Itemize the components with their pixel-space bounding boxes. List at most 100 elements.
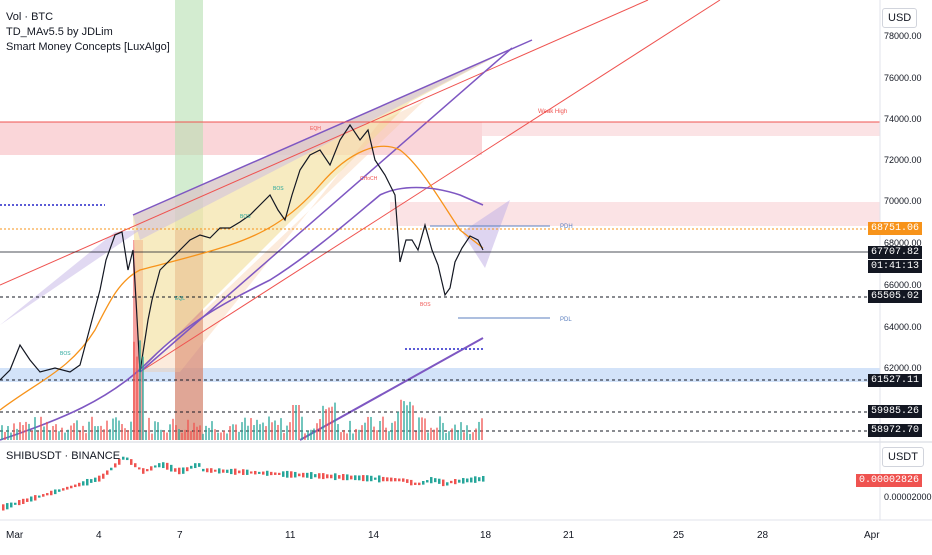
sub-candle: [166, 462, 169, 470]
legend-volume[interactable]: Vol · BTC: [6, 11, 54, 23]
sub-candle: [258, 471, 261, 474]
volume-bar: [208, 427, 210, 440]
sub-candle: [482, 475, 485, 482]
date-tick: 18: [480, 530, 492, 541]
sub-candle: [74, 484, 77, 488]
sub-candle: [446, 482, 449, 486]
sub-candle: [106, 470, 109, 475]
volume-bar: [142, 356, 144, 440]
pdh-label: PDH: [560, 224, 573, 230]
sub-candle: [270, 471, 273, 476]
bos-label-4: BOS: [420, 302, 431, 308]
bos-label-1: BOS: [60, 351, 71, 357]
sub-candle: [46, 493, 49, 496]
volume-bar: [70, 425, 72, 440]
volume-bar: [73, 423, 75, 440]
volume-bar: [454, 424, 456, 440]
sub-candle: [402, 478, 405, 482]
volume-bar: [244, 417, 246, 440]
sub-candle: [50, 490, 53, 496]
legend-td-ma[interactable]: TD_MAv5.5 by JDLim: [6, 26, 113, 38]
sub-candle: [214, 469, 217, 472]
supply-zone-right: [482, 122, 880, 136]
volume-bar: [169, 424, 171, 440]
volume-bar: [319, 419, 321, 440]
volume-bar: [64, 432, 66, 440]
volume-bar: [478, 421, 480, 440]
sub-candle: [254, 470, 257, 475]
sub-candle: [178, 467, 181, 475]
sub-candle: [342, 474, 345, 481]
legend-smc[interactable]: Smart Money Concepts [LuxAlgo]: [6, 41, 170, 53]
weak-high-label: Weak High: [538, 109, 567, 115]
volume-bar: [85, 433, 87, 440]
sub-candle: [290, 471, 293, 478]
volume-bar: [379, 420, 381, 440]
support-line: [299, 337, 484, 441]
sub-candle: [182, 467, 185, 474]
volume-bar: [34, 417, 36, 440]
volume-bar: [430, 427, 432, 440]
volume-bar: [340, 432, 342, 440]
volume-bar: [82, 425, 84, 440]
sub-candle: [130, 459, 133, 465]
price-tag-level-2: 61527.11: [867, 374, 922, 387]
volume-bar: [76, 420, 78, 440]
volume-bar: [361, 425, 363, 440]
indicator-legend[interactable]: Vol · BTC TD_MAv5.5 by JDLim Smart Money…: [6, 10, 170, 55]
volume-bar: [214, 429, 216, 440]
sub-candle: [362, 475, 365, 482]
volume-bar: [97, 426, 99, 440]
currency-button[interactable]: USD: [882, 8, 918, 28]
bos-label-3: BOS: [273, 186, 284, 192]
volume-bar: [256, 419, 258, 440]
volume-bar: [187, 419, 189, 440]
sub-currency-button[interactable]: USDT: [882, 447, 924, 467]
orange-wedge: [140, 100, 425, 372]
sub-candle: [66, 486, 69, 490]
sub-candle: [202, 468, 205, 472]
volume-bar: [457, 430, 459, 440]
volume-bar: [109, 429, 111, 440]
sub-candle: [266, 470, 269, 476]
sub-candle: [2, 504, 5, 511]
volume-bar: [211, 421, 213, 440]
volume-bar: [43, 426, 45, 440]
volume-bar: [154, 421, 156, 440]
volume-bar: [397, 411, 399, 440]
volume-bar: [238, 431, 240, 440]
volume-bar: [367, 416, 369, 440]
sub-candle: [82, 481, 85, 486]
price-tick: 78000.00: [884, 31, 922, 41]
sub-candle: [286, 470, 289, 478]
sub-candle: [174, 468, 177, 472]
volume-bar: [277, 424, 279, 440]
volume-bar: [121, 424, 123, 440]
volume-bar: [295, 405, 297, 440]
sub-candle: [162, 462, 165, 469]
volume-bar: [292, 405, 294, 440]
volume-bar: [193, 422, 195, 440]
volume-bar: [1, 425, 3, 440]
sub-candles: [2, 456, 485, 511]
sub-candle: [26, 498, 29, 502]
volume-bar: [469, 433, 471, 440]
time-axis[interactable]: Mar 4 7 11 14 18 21 25 28 Apr: [6, 530, 880, 541]
sub-candle: [474, 476, 477, 483]
sub-candle: [262, 471, 265, 475]
supply-zone-2: [390, 202, 880, 226]
volume-bar: [382, 416, 384, 440]
sub-candle: [238, 470, 241, 474]
sub-candle: [374, 477, 377, 480]
price-axis[interactable]: 78000.00 76000.00 74000.00 72000.00 7000…: [884, 31, 932, 502]
sub-candle: [30, 496, 33, 502]
volume-bar: [88, 421, 90, 440]
sub-candle: [242, 469, 245, 475]
price-tag-level-4: 58972.70: [867, 424, 922, 437]
sub-chart-legend[interactable]: SHIBUSDT · BINANCE: [6, 450, 121, 462]
sub-candle: [346, 474, 349, 481]
eqh-label: EQH: [310, 126, 321, 132]
sub-candle: [470, 477, 473, 483]
